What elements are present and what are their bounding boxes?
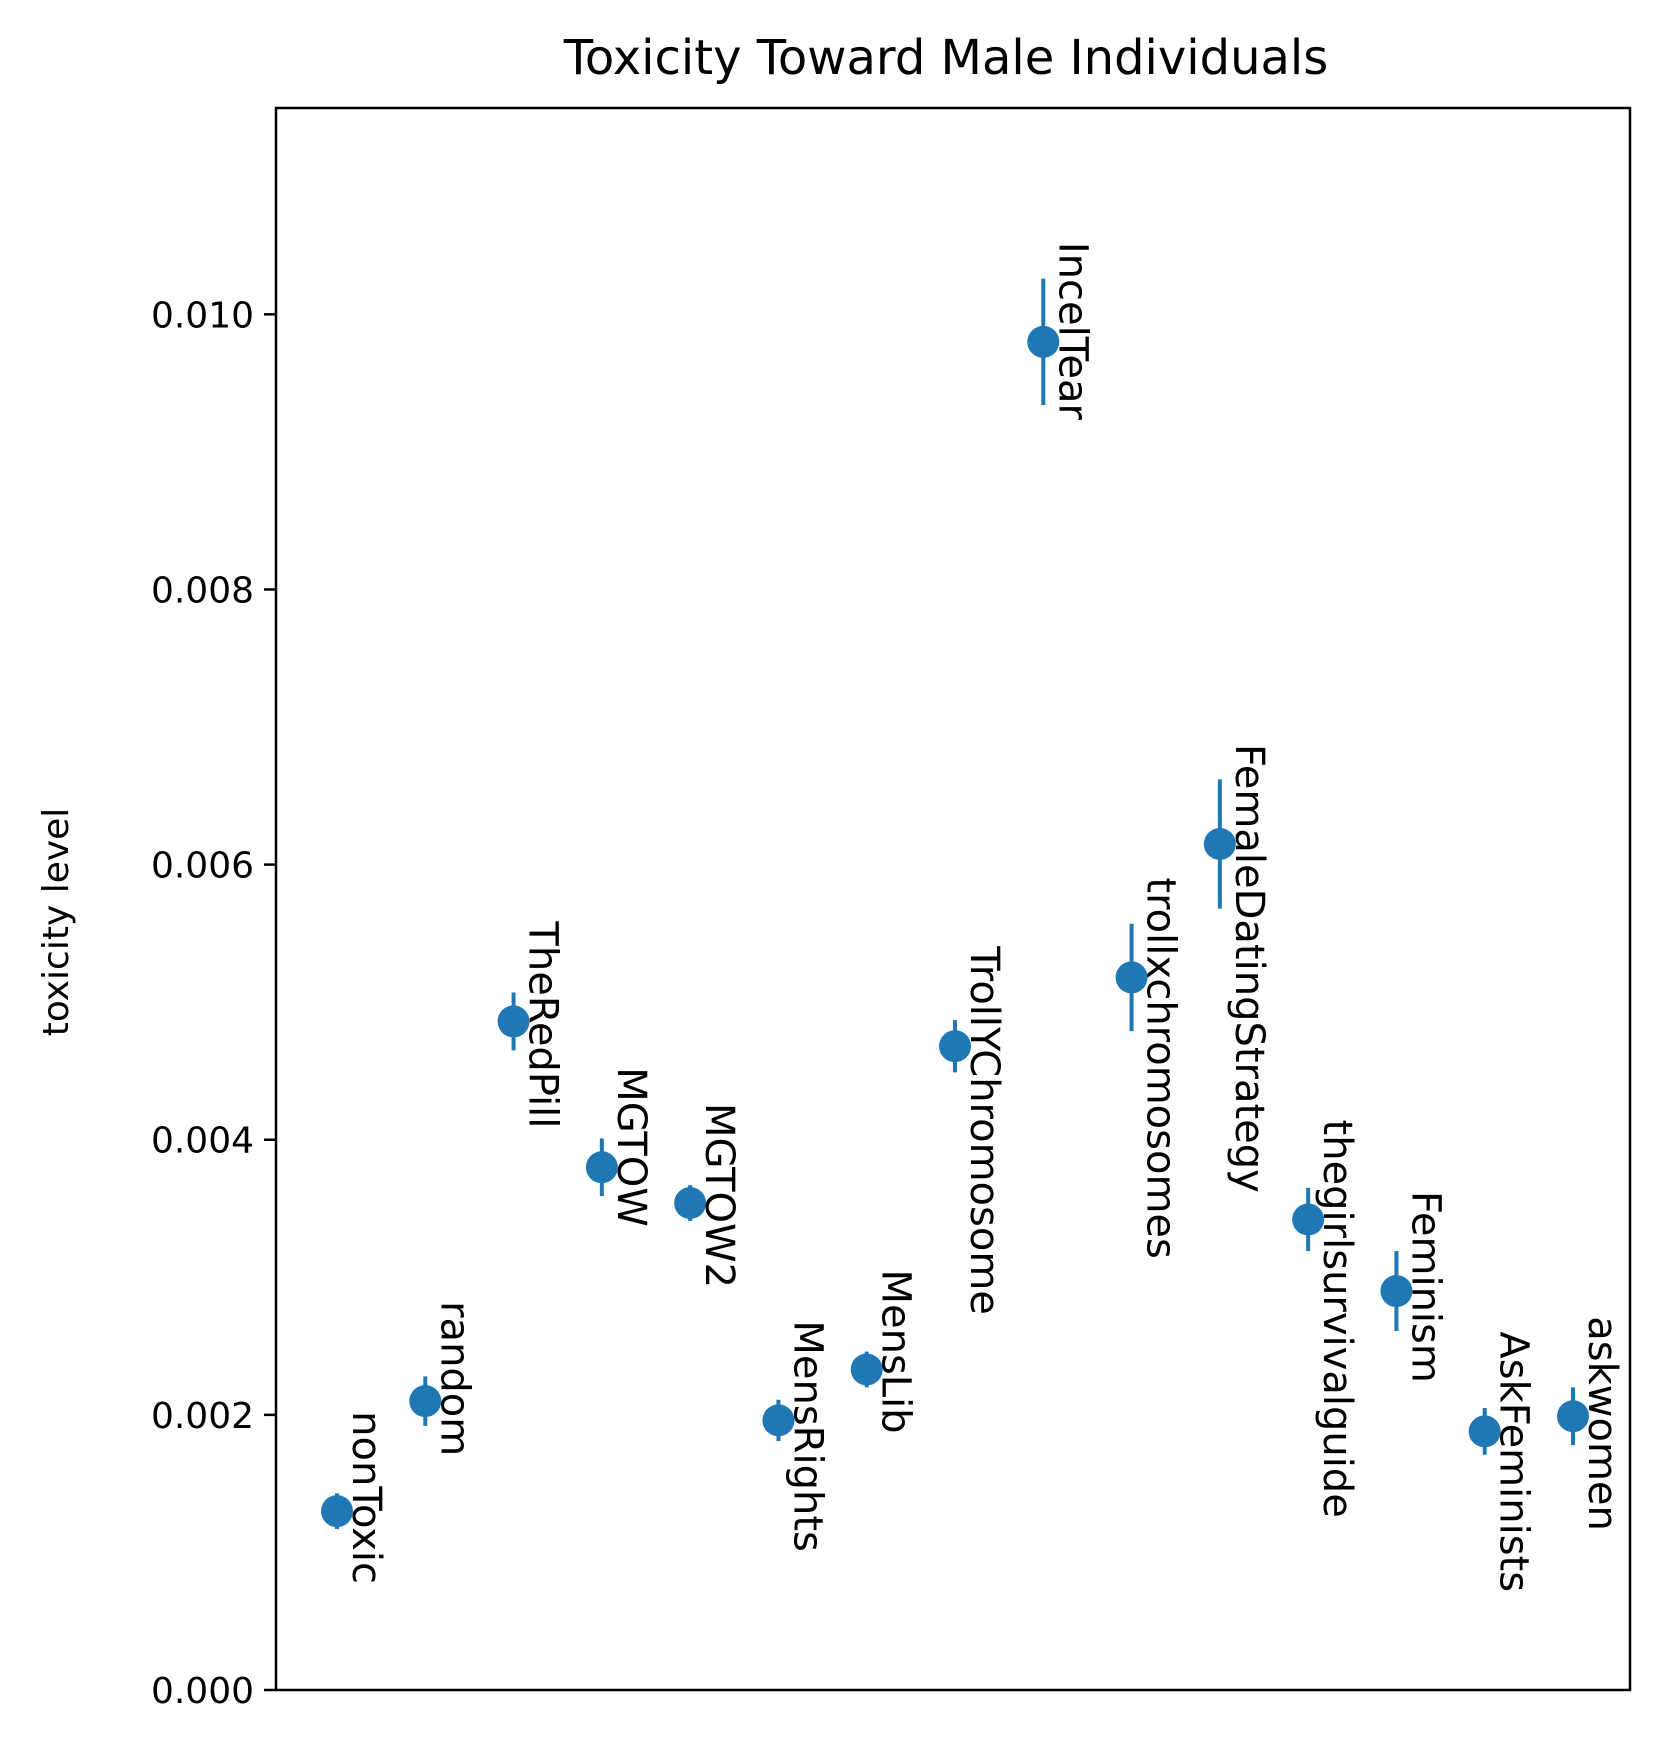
data-point-labels: nonToxic random TheRedPill MGTOW MGTOW2 MensR…: [343, 242, 1625, 1592]
y-tick-label: 0.004: [151, 1121, 254, 1162]
data-point-label: MGTOW: [608, 1067, 654, 1227]
data-point: [321, 1495, 353, 1528]
data-point: [585, 1151, 618, 1184]
y-tick-label: 0.010: [151, 295, 254, 336]
data-point: [409, 1385, 442, 1418]
data-point-label: nonToxic: [343, 1411, 389, 1584]
data-point-label: FemaleDatingStrategy: [1226, 744, 1272, 1193]
chart-title: Toxicity Toward Male Individuals: [563, 30, 1329, 86]
data-point: [1380, 1275, 1413, 1308]
data-point: [850, 1353, 883, 1386]
data-point-label: trollxchromosomes: [1138, 877, 1184, 1258]
data-point: [762, 1404, 795, 1437]
data-point-label: random: [431, 1301, 477, 1456]
y-tick-label: 0.006: [151, 846, 254, 887]
data-point-label: TrollYChromosome: [961, 945, 1007, 1315]
y-tick-label: 0.000: [151, 1671, 254, 1712]
data-point-label: MensLib: [873, 1269, 919, 1433]
data-point: [1115, 961, 1148, 994]
y-axis-label: toxicity level: [36, 808, 77, 1037]
data-points: [321, 278, 1589, 1530]
data-point-label: TheRedPill: [520, 920, 566, 1128]
data-point-label: MensRights: [784, 1320, 830, 1551]
data-point-label: AskFeminists: [1491, 1331, 1537, 1592]
data-point-label: askwomen: [1579, 1316, 1625, 1531]
data-point-label: IncelTear: [1049, 242, 1095, 421]
data-point: [1027, 325, 1060, 358]
data-point-label: Feminism: [1402, 1191, 1448, 1383]
data-point: [1557, 1400, 1589, 1433]
data-point: [1203, 827, 1236, 860]
y-axis-ticks: 0.000 0.002 0.004 0.006 0.008 0.010: [151, 295, 276, 1712]
data-point: [1292, 1203, 1325, 1236]
data-point: [674, 1187, 707, 1220]
y-tick-label: 0.002: [151, 1396, 254, 1437]
y-tick-label: 0.008: [151, 570, 254, 611]
data-point-label: MGTOW2: [696, 1103, 742, 1288]
plot-frame: [274, 106, 1632, 1692]
data-point: [939, 1030, 971, 1063]
data-point: [1468, 1415, 1501, 1448]
data-point-label: thegirlsurvivalguide: [1314, 1120, 1360, 1518]
data-point: [497, 1005, 530, 1038]
